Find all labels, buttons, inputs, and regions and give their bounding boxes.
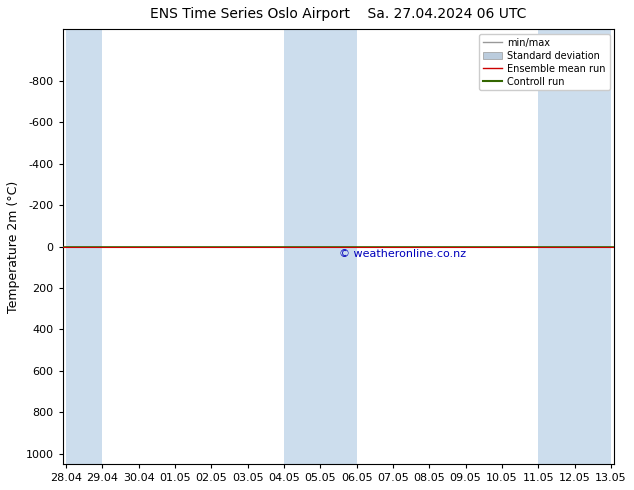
Bar (66, 29, 103, 464)
Text: © weatheronline.co.nz: © weatheronline.co.nz (339, 248, 465, 259)
Legend: min/max, Standard deviation, Ensemble mean run, Controll run: min/max, Standard deviation, Ensemble me… (479, 34, 610, 91)
Title: ENS Time Series Oslo Airport    Sa. 27.04.2024 06 UTC: ENS Time Series Oslo Airport Sa. 27.04.2… (150, 7, 527, 21)
Y-axis label: Temperature 2m (°C): Temperature 2m (°C) (7, 180, 20, 313)
Bar (284, 29, 357, 464)
Bar (538, 29, 611, 464)
